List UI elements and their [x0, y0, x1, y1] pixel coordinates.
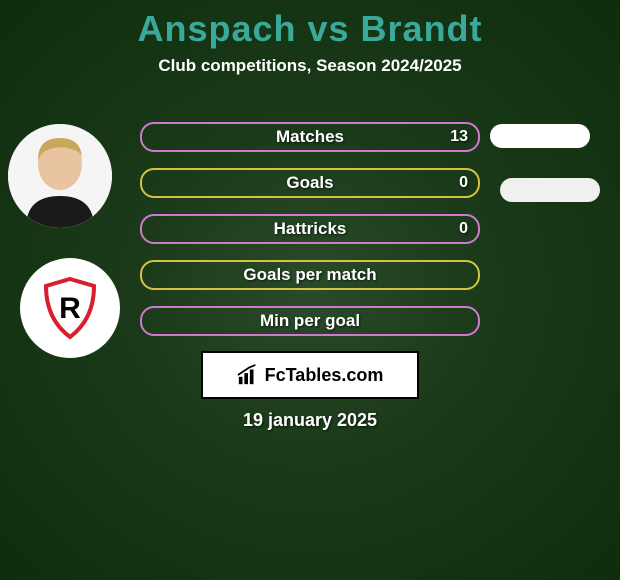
stat-value: 0	[459, 220, 468, 238]
bar-chart-icon	[237, 364, 259, 386]
pill-right-2	[500, 178, 600, 202]
stat-row: Hattricks 0	[140, 214, 480, 244]
club-letter: R	[59, 292, 81, 325]
page-subtitle: Club competitions, Season 2024/2025	[0, 56, 620, 76]
pill-right-1	[490, 124, 590, 148]
stat-row: Goals 0	[140, 168, 480, 198]
club-badge: R	[20, 258, 120, 358]
player-portrait-icon	[8, 124, 112, 228]
stat-value: 13	[450, 128, 468, 146]
date-label: 19 january 2025	[0, 410, 620, 431]
stat-row: Matches 13	[140, 122, 480, 152]
fctables-label: FcTables.com	[265, 365, 384, 386]
stat-label: Min per goal	[260, 311, 360, 331]
stat-row: Goals per match	[140, 260, 480, 290]
stat-label: Goals	[286, 173, 333, 193]
player-photo	[8, 124, 112, 228]
stat-rows: Matches 13 Goals 0 Hattricks 0 Goals per match…	[140, 122, 480, 352]
fctables-badge[interactable]: FcTables.com	[201, 351, 419, 399]
stat-label: Matches	[276, 127, 344, 147]
stat-label: Hattricks	[274, 219, 347, 239]
stat-value: 0	[459, 174, 468, 192]
stat-label: Goals per match	[243, 265, 376, 285]
page-title: Anspach vs Brandt	[0, 0, 620, 50]
club-shield-icon: R	[36, 274, 104, 342]
stat-row: Min per goal	[140, 306, 480, 336]
